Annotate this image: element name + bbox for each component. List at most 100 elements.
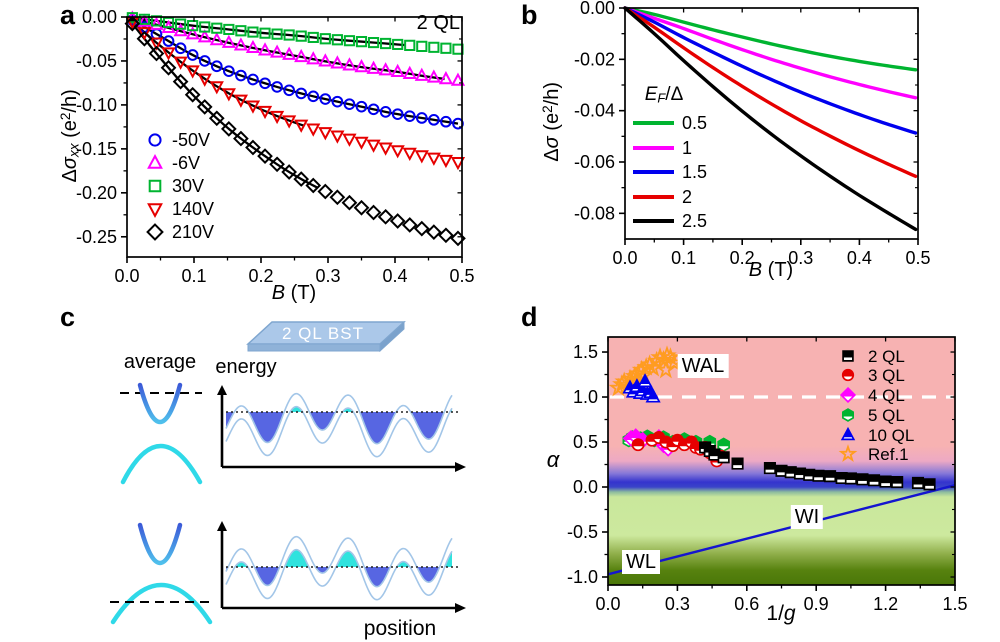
legend-title-post: /Δ — [665, 84, 684, 105]
legend-marker--50V — [148, 133, 162, 147]
legend-title-sub: F — [657, 90, 666, 106]
valence-envelope-top — [225, 405, 453, 458]
square-marker — [367, 36, 380, 49]
slab-front-face — [247, 343, 381, 352]
y-tick-label: -0.02 — [574, 49, 615, 69]
circle-marker — [307, 90, 320, 103]
diamond-marker — [401, 217, 418, 233]
x-var-d: g — [783, 602, 796, 625]
triangle-down-marker — [414, 150, 429, 164]
triangle-up-marker — [378, 62, 393, 76]
y-pre-a: (e — [58, 120, 81, 144]
half-square-marker-fill — [764, 462, 776, 470]
square-marker — [428, 41, 440, 53]
legend-marker-10-QL-fill — [843, 428, 853, 438]
circle-marker — [403, 110, 416, 122]
x-tick-label: 0.3 — [788, 248, 813, 268]
slab-label: 2 QL BST — [281, 324, 364, 343]
diamond-marker — [426, 224, 442, 240]
half-square-marker-fill — [794, 468, 806, 476]
y-delta-a: Δ — [58, 169, 81, 183]
x-var-b: B — [748, 259, 763, 281]
half-square-marker-fill — [891, 476, 903, 484]
conduction-band-parabola-top — [137, 382, 183, 424]
square-marker — [331, 34, 343, 46]
diamond-marker — [257, 148, 273, 164]
diamond-marker — [353, 199, 370, 216]
energy-axis-arrowhead-top — [217, 385, 227, 395]
triangle-up-marker — [390, 63, 405, 78]
half-square-marker-fill — [880, 476, 891, 484]
panel-d-letter: d — [521, 302, 538, 332]
legend-label-4-QL: 4 QL — [868, 386, 905, 405]
y-post-b: /h) — [540, 82, 563, 106]
circle-marker — [198, 55, 211, 67]
x-unit-a: (T) — [285, 282, 317, 304]
triangle-down-marker — [245, 100, 261, 114]
diamond-marker — [160, 59, 177, 76]
panel-b: 0.5 1 1.5 2 2.5 0.0 0.1 0.2 0.3 0.4 0.5 0.00 -0.02 -0… — [574, 0, 931, 268]
curve-2 — [623, 6, 918, 179]
triangle-up-marker — [330, 55, 345, 69]
half-square-marker-fill — [924, 479, 935, 486]
diamond-marker — [293, 171, 310, 187]
half-square-marker-fill — [857, 474, 868, 481]
triangle-down-marker — [438, 154, 454, 169]
triangle-down-marker — [354, 136, 369, 150]
triangle-down-marker — [282, 115, 297, 129]
circle-marker — [223, 65, 235, 77]
triangle-down-marker — [161, 47, 176, 61]
panel-b-y-axis-title: Δσ (e2/h) — [540, 42, 564, 202]
square-marker — [404, 39, 416, 52]
panel-a-annotation: 2 QL — [416, 12, 460, 34]
x-tick-label: 0.2 — [730, 248, 755, 268]
square-marker — [283, 29, 295, 41]
y-tick-label: -0.06 — [574, 152, 615, 172]
square-marker — [162, 16, 175, 29]
electron-puddle-top — [226, 412, 235, 429]
triangle-up-marker — [269, 44, 285, 58]
wi-region-label: WI — [790, 505, 824, 529]
square-marker — [319, 33, 331, 45]
triangle-up-marker — [257, 42, 273, 56]
legend-label-1: 1 — [682, 138, 692, 158]
legend-marker-210V — [146, 223, 164, 241]
y-sigma-a: σ — [58, 157, 81, 170]
half-square-marker-fill — [824, 471, 836, 478]
y-tick-label: -0.15 — [76, 139, 117, 159]
triangle-down-marker — [257, 105, 273, 120]
x-tick-label: 0.4 — [382, 266, 407, 286]
square-marker — [380, 37, 392, 50]
circle-marker — [235, 69, 247, 82]
x-tick-label: 0.1 — [181, 266, 206, 286]
triangle-up-marker — [366, 60, 381, 74]
legend-label-3-QL: 3 QL — [868, 366, 905, 385]
y-tick-label: 1.0 — [573, 387, 598, 407]
triangle-down-marker — [450, 157, 466, 171]
panel-a-legend: -50V -6V 30V 140V 210V — [146, 130, 214, 242]
y-tick-label: -0.10 — [76, 95, 117, 115]
x-tick-label: 0.1 — [671, 248, 696, 268]
square-marker — [223, 23, 235, 36]
triangle-up-marker — [402, 65, 417, 79]
triangle-down-marker — [318, 127, 333, 141]
circle-marker — [355, 100, 368, 113]
diamond-marker — [136, 30, 153, 47]
square-marker — [392, 38, 404, 51]
circle-marker — [331, 95, 344, 108]
diamond-marker — [220, 121, 237, 137]
half-square-marker-fill — [868, 475, 880, 482]
triangle-down-marker — [233, 94, 249, 108]
valence-envelope-bottom — [225, 548, 453, 601]
curve-0.5 — [623, 6, 918, 72]
electron-puddle-bottom — [255, 567, 280, 586]
circle-marker — [379, 106, 392, 118]
y-sigma-b: σ — [540, 136, 563, 149]
curve-1 — [623, 6, 918, 100]
square-marker — [175, 18, 187, 30]
conduction-band-parabola-bottom — [137, 522, 183, 565]
square-marker — [307, 31, 319, 44]
panel-b-legend-title: EF/Δ — [624, 84, 704, 106]
